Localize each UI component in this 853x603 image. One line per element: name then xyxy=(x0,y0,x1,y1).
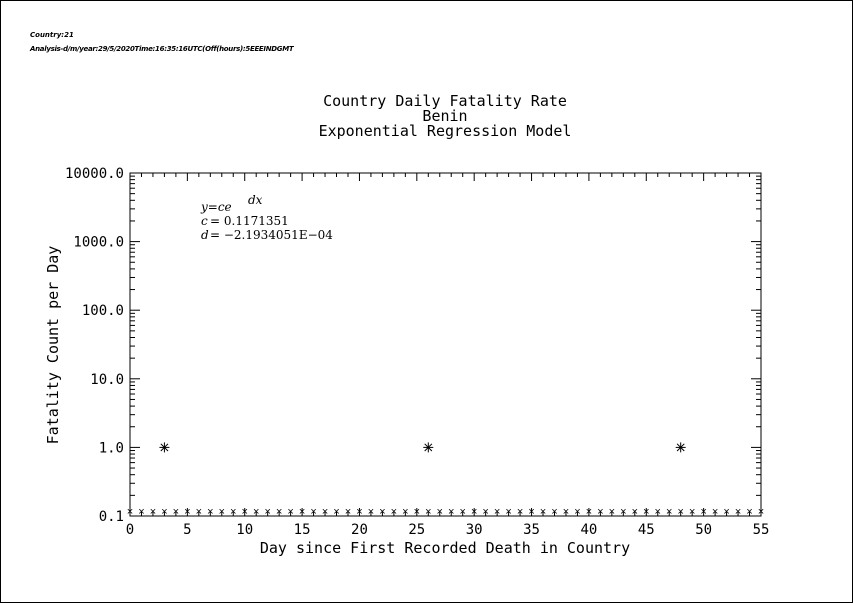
fitted-point-marker xyxy=(334,508,339,514)
y-tick-label: 10000.0 xyxy=(65,166,124,182)
y-axis-label: Fatality Count per Day xyxy=(44,246,62,445)
x-axis-ticks: 0 5 10 15 20 25 30 35 40 45 50 55 xyxy=(126,173,770,538)
x-tick-label: 50 xyxy=(695,522,712,538)
c-value: = 0.1171351 xyxy=(210,214,289,228)
data-points xyxy=(127,442,764,514)
fitted-point-marker xyxy=(161,508,167,514)
x-tick-label: 40 xyxy=(580,522,597,538)
chart-title-line-1: Country Daily Fatality Rate xyxy=(323,92,567,110)
regression-annotation: y=ce dx c = 0.1171351 d = −2.1934051E−04 xyxy=(200,193,333,242)
fitted-point-marker xyxy=(253,508,259,514)
formula-exponent: dx xyxy=(248,193,263,207)
fitted-point-marker xyxy=(678,508,684,514)
c-label: c xyxy=(201,214,208,228)
fitted-point-marker xyxy=(288,508,294,514)
fitted-point-marker xyxy=(597,508,603,514)
fitted-point-marker xyxy=(138,508,144,514)
analysis-meta: Analysis-d/m/year:29/5/2020Time:16:35:16… xyxy=(30,45,294,53)
fitted-point-marker xyxy=(735,508,741,514)
x-tick-label: 15 xyxy=(294,522,311,538)
formula-base: y=ce xyxy=(200,200,232,214)
fitted-point-marker xyxy=(666,508,672,514)
fitted-point-marker xyxy=(207,508,213,514)
x-tick-label: 5 xyxy=(183,522,191,538)
fitted-point-marker xyxy=(437,508,443,514)
fitted-point-marker xyxy=(184,508,190,514)
fitted-point-marker xyxy=(414,508,420,514)
fitted-point-marker xyxy=(345,508,351,514)
fitted-point-marker xyxy=(586,508,592,514)
fitted-point-marker xyxy=(311,508,317,514)
fitted-point-marker xyxy=(483,508,489,514)
d-label: d xyxy=(201,228,209,242)
data-point-asterisk xyxy=(675,442,686,453)
fitted-point-marker xyxy=(540,508,546,514)
x-tick-label: 30 xyxy=(466,522,483,538)
fitted-point-marker xyxy=(150,508,156,514)
y-tick-label: 0.1 xyxy=(99,509,124,525)
x-tick-label: 35 xyxy=(523,522,540,538)
fitted-point-marker xyxy=(265,508,271,514)
fitted-point-marker xyxy=(758,508,764,514)
y-tick-label: 10.0 xyxy=(90,372,124,388)
y-tick-label: 1.0 xyxy=(99,440,124,456)
country-meta: Country:21 xyxy=(30,31,74,39)
fitted-point-marker xyxy=(517,508,523,514)
chart-title-line-3: Exponential Regression Model xyxy=(319,122,572,140)
x-axis-label: Day since First Recorded Death in Countr… xyxy=(260,539,630,557)
fitted-point-marker xyxy=(506,508,512,514)
fitted-point-marker xyxy=(299,508,305,514)
fitted-point-marker xyxy=(173,508,179,514)
fitted-point-marker xyxy=(276,508,282,514)
fitted-point-marker xyxy=(322,508,328,514)
fitted-point-marker xyxy=(609,508,615,514)
x-tick-label: 20 xyxy=(351,522,368,538)
x-tick-label: 55 xyxy=(753,522,770,538)
data-point-asterisk xyxy=(423,442,434,453)
fitted-point-marker xyxy=(689,508,695,514)
fitted-point-marker xyxy=(712,508,718,514)
fitted-point-marker xyxy=(552,508,557,514)
fitted-point-marker xyxy=(230,508,236,514)
fitted-point-marker xyxy=(368,508,374,514)
x-tick-label: 0 xyxy=(126,522,134,538)
y-tick-label: 100.0 xyxy=(82,303,124,319)
fitted-point-marker xyxy=(219,508,225,514)
fitted-point-marker xyxy=(242,508,248,514)
x-tick-label: 25 xyxy=(408,522,425,538)
fitted-point-marker xyxy=(460,508,466,514)
chart-title-line-2: Benin xyxy=(422,107,467,125)
data-point-asterisk xyxy=(159,442,170,453)
fitted-point-marker xyxy=(391,508,397,514)
fitted-point-marker xyxy=(747,508,753,514)
fitted-point-marker xyxy=(448,508,454,514)
fitted-point-marker xyxy=(574,508,580,514)
fitted-point-marker xyxy=(494,508,500,514)
x-tick-label: 45 xyxy=(638,522,655,538)
y-tick-label: 1000.0 xyxy=(73,235,124,251)
plot-area-border xyxy=(129,172,762,517)
fitted-point-marker xyxy=(701,508,707,514)
fitted-point-marker xyxy=(724,508,730,514)
d-value: = −2.1934051E−04 xyxy=(210,228,333,242)
fitted-point-marker xyxy=(379,508,385,514)
fitted-point-marker xyxy=(402,508,408,514)
fitted-point-marker xyxy=(563,508,569,514)
fitted-point-marker xyxy=(655,508,661,514)
y-axis-ticks: 0.1 1.0 10.0 100.0 1000.0 10000.0 xyxy=(65,166,761,525)
fitted-point-marker xyxy=(471,508,477,514)
fitted-point-marker xyxy=(529,508,535,514)
fitted-point-marker xyxy=(643,508,649,514)
fitted-point-marker xyxy=(127,508,133,514)
fitted-point-marker xyxy=(356,508,362,514)
fitted-point-marker xyxy=(632,508,638,514)
x-tick-label: 10 xyxy=(236,522,253,538)
fitted-point-marker xyxy=(425,508,431,514)
fitted-point-marker xyxy=(196,508,202,514)
fitted-point-marker xyxy=(620,508,626,514)
